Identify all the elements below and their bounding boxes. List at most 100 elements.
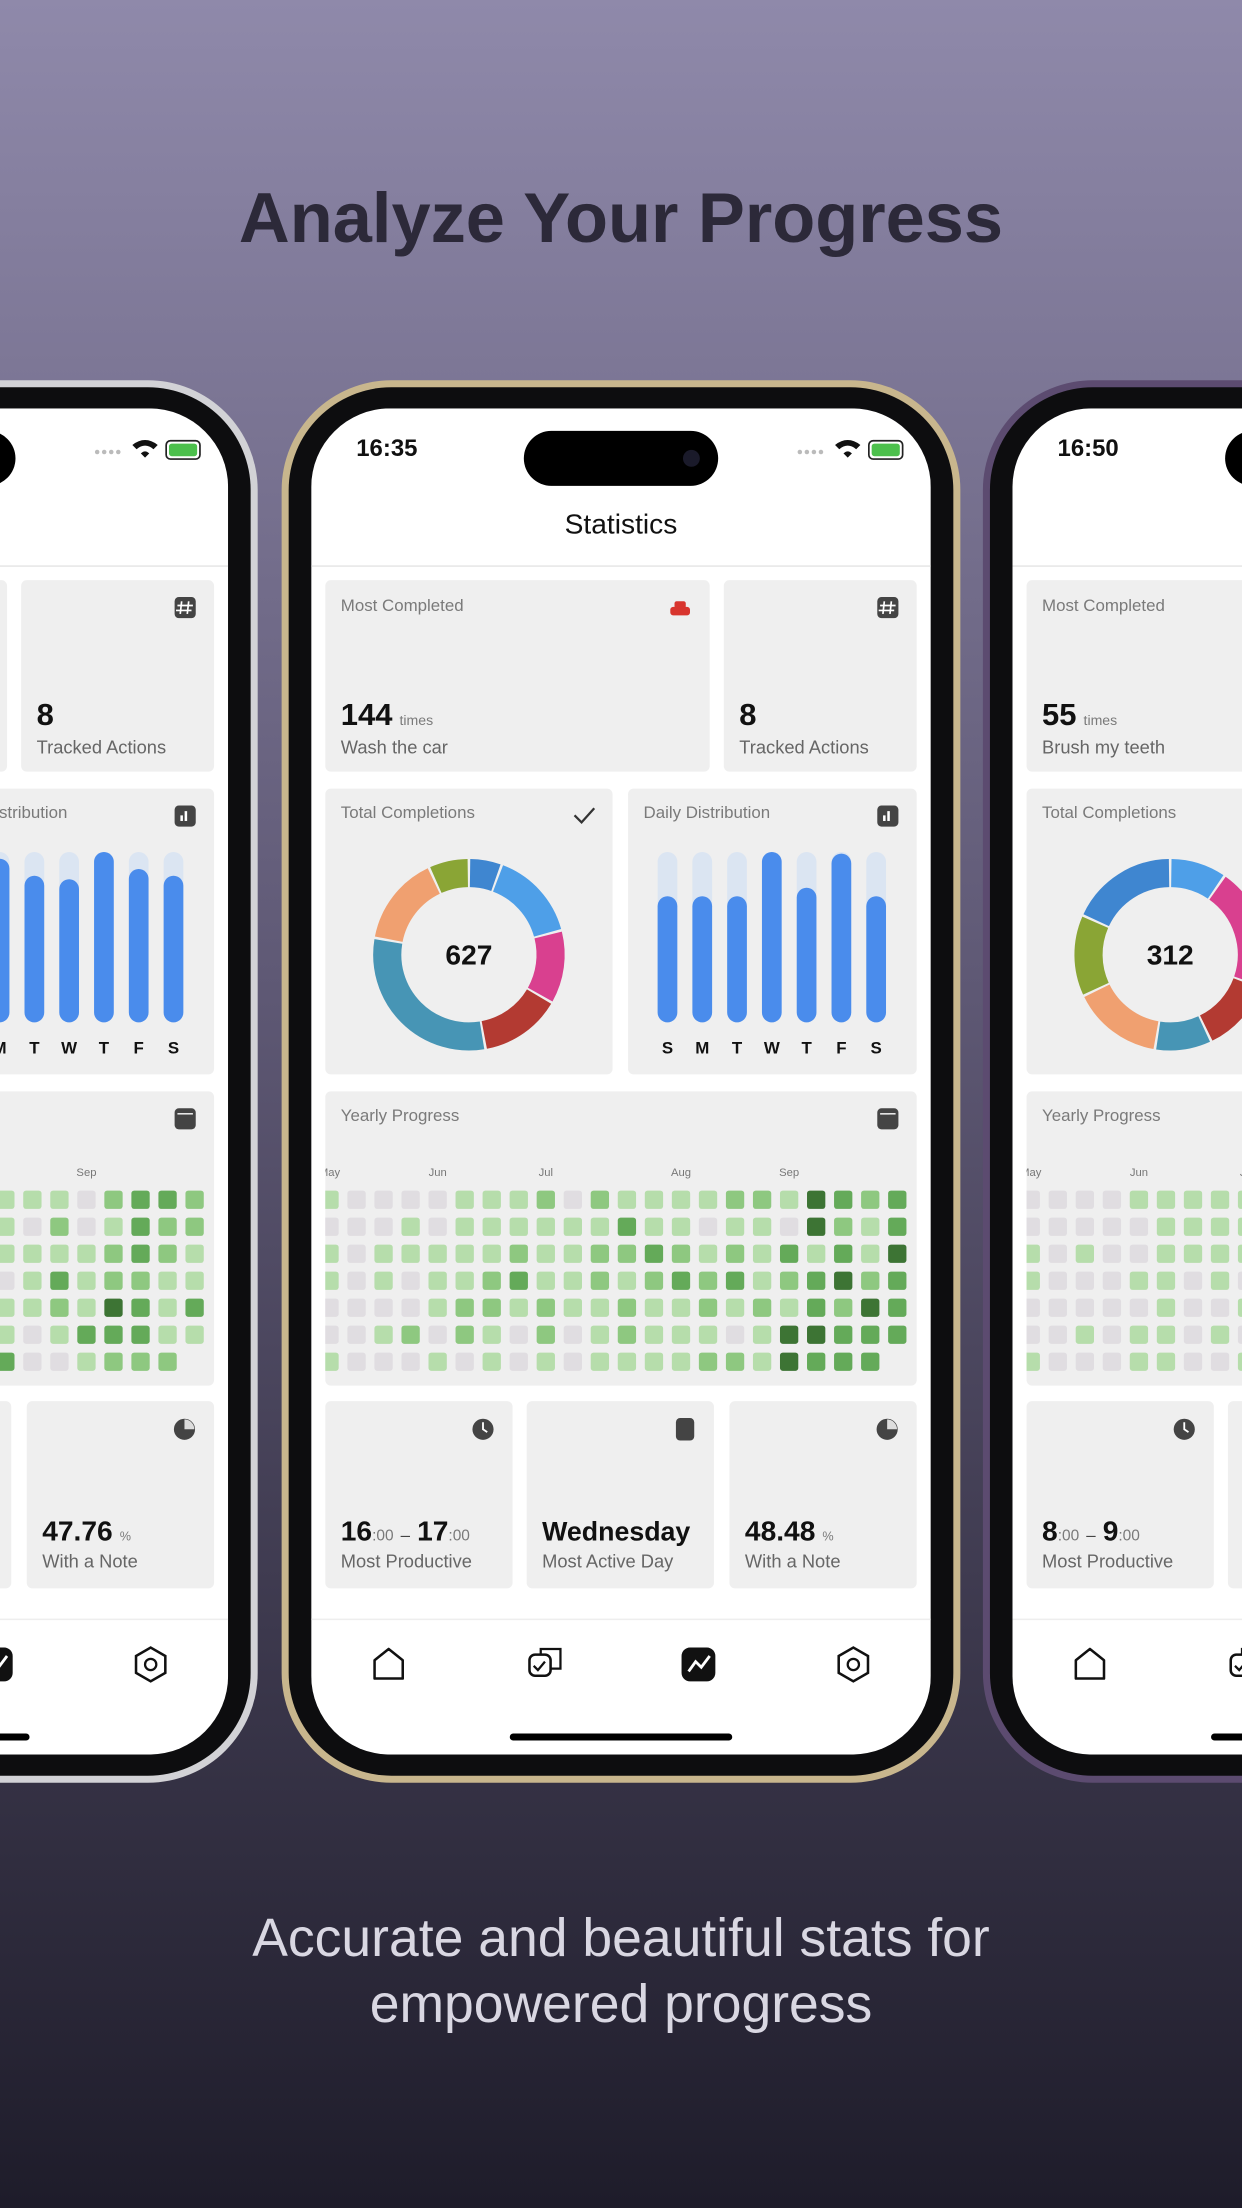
heat-cell	[428, 1298, 447, 1317]
hour: 8	[1042, 1516, 1058, 1547]
heat-cell	[536, 1271, 555, 1290]
dynamic-island	[523, 430, 719, 486]
heat-cell	[1183, 1244, 1203, 1263]
month-label: Sep	[779, 1167, 799, 1179]
heat-cell	[50, 1217, 69, 1236]
heat-cell	[1237, 1352, 1242, 1371]
day-label: S	[871, 1038, 882, 1057]
tab-stats[interactable]	[0, 1647, 13, 1682]
heat-cell	[1129, 1298, 1149, 1317]
hash-glyph	[176, 601, 193, 615]
value: 144	[341, 697, 393, 732]
heat-cell	[482, 1217, 501, 1236]
heat-cell	[807, 1298, 826, 1317]
heat-cell	[401, 1190, 420, 1209]
bar	[24, 875, 45, 1023]
tab-settings[interactable]	[134, 1646, 167, 1683]
heat-cell	[401, 1298, 420, 1317]
heat-cell	[374, 1190, 393, 1209]
heat-cell	[325, 1271, 339, 1290]
heat-cell	[1183, 1271, 1203, 1290]
signal-dot	[818, 449, 824, 455]
donut-segment	[1199, 977, 1242, 1041]
bar	[128, 868, 149, 1023]
heat-cell	[1102, 1244, 1122, 1263]
battery	[165, 439, 201, 460]
heat-cell	[374, 1244, 393, 1263]
heat-cell	[1156, 1352, 1176, 1371]
value: 55	[1042, 697, 1076, 732]
card-label: Most Completed	[341, 596, 464, 615]
heat-cell	[1156, 1325, 1176, 1344]
card-label: Yearly Progress	[341, 1106, 459, 1125]
bar	[727, 896, 747, 1023]
heat-cell	[1183, 1352, 1203, 1371]
heat-cell	[725, 1271, 745, 1290]
heat-cell	[104, 1190, 123, 1209]
heat-cell	[23, 1271, 42, 1290]
heat-cell	[50, 1298, 69, 1317]
heat-cell	[482, 1271, 501, 1290]
tab-stats-glyph	[687, 1655, 711, 1673]
heat-cell	[50, 1244, 69, 1263]
tab-settings-glyph	[143, 1657, 158, 1672]
heat-cell	[807, 1325, 826, 1344]
heat-cell	[23, 1217, 42, 1236]
heat-cell	[563, 1271, 582, 1290]
heat-cell	[1026, 1352, 1040, 1371]
tab-settings[interactable]	[837, 1646, 870, 1683]
donut-segment	[469, 858, 501, 892]
heat-cell	[347, 1325, 366, 1344]
most-completed-value: 55 times	[1042, 697, 1117, 732]
heat-cell	[455, 1190, 474, 1209]
bar	[94, 851, 114, 1023]
heat-cell	[482, 1298, 501, 1317]
heat-cell	[104, 1244, 123, 1263]
heat-cell	[158, 1244, 177, 1263]
heat-cell	[1237, 1217, 1242, 1236]
heat-cell	[23, 1352, 42, 1371]
tab-home[interactable]	[373, 1647, 405, 1680]
tab-actions-glyph	[532, 1647, 562, 1672]
heat-cell	[1048, 1325, 1067, 1344]
most-completed-value: 144 times	[341, 697, 433, 732]
heat-cell	[1129, 1244, 1149, 1263]
donut-total: 312	[1147, 940, 1194, 971]
signal-dot	[108, 449, 114, 455]
heat-cell	[617, 1244, 637, 1263]
heat-cell	[671, 1190, 691, 1209]
donut-segment	[527, 931, 565, 1002]
heat-cell	[671, 1352, 691, 1371]
bar	[866, 896, 887, 1023]
heat-cell	[1026, 1190, 1040, 1209]
heat-cell	[1048, 1190, 1067, 1209]
heat-cell	[1210, 1352, 1230, 1371]
heat-cell	[888, 1217, 907, 1236]
heat-cell	[401, 1271, 420, 1290]
heat-cell	[104, 1217, 123, 1236]
heat-cell	[1183, 1217, 1203, 1236]
tab-home[interactable]	[1074, 1647, 1106, 1680]
heat-cell	[536, 1352, 555, 1371]
day-label: M	[0, 1038, 7, 1057]
heat-cell	[158, 1190, 177, 1209]
heat-cell	[861, 1217, 880, 1236]
donut-segment	[492, 865, 562, 938]
heat-cell	[752, 1190, 772, 1209]
action-name: Wash the car	[341, 736, 448, 757]
signal-dot	[804, 449, 810, 455]
heat-cell	[77, 1325, 96, 1344]
heat-cell	[752, 1352, 772, 1371]
hash-icon	[877, 597, 899, 619]
signal-dot	[116, 449, 121, 455]
heat-cell	[617, 1190, 637, 1209]
bar	[761, 851, 782, 1023]
heat-cell	[0, 1190, 15, 1209]
value: 47.76	[42, 1516, 112, 1547]
battery	[867, 439, 904, 460]
heat-cell	[482, 1325, 501, 1344]
month-label: May	[1020, 1167, 1042, 1179]
unit: %	[120, 1530, 131, 1544]
day-label: W	[764, 1038, 780, 1057]
donut-segment	[481, 988, 552, 1049]
